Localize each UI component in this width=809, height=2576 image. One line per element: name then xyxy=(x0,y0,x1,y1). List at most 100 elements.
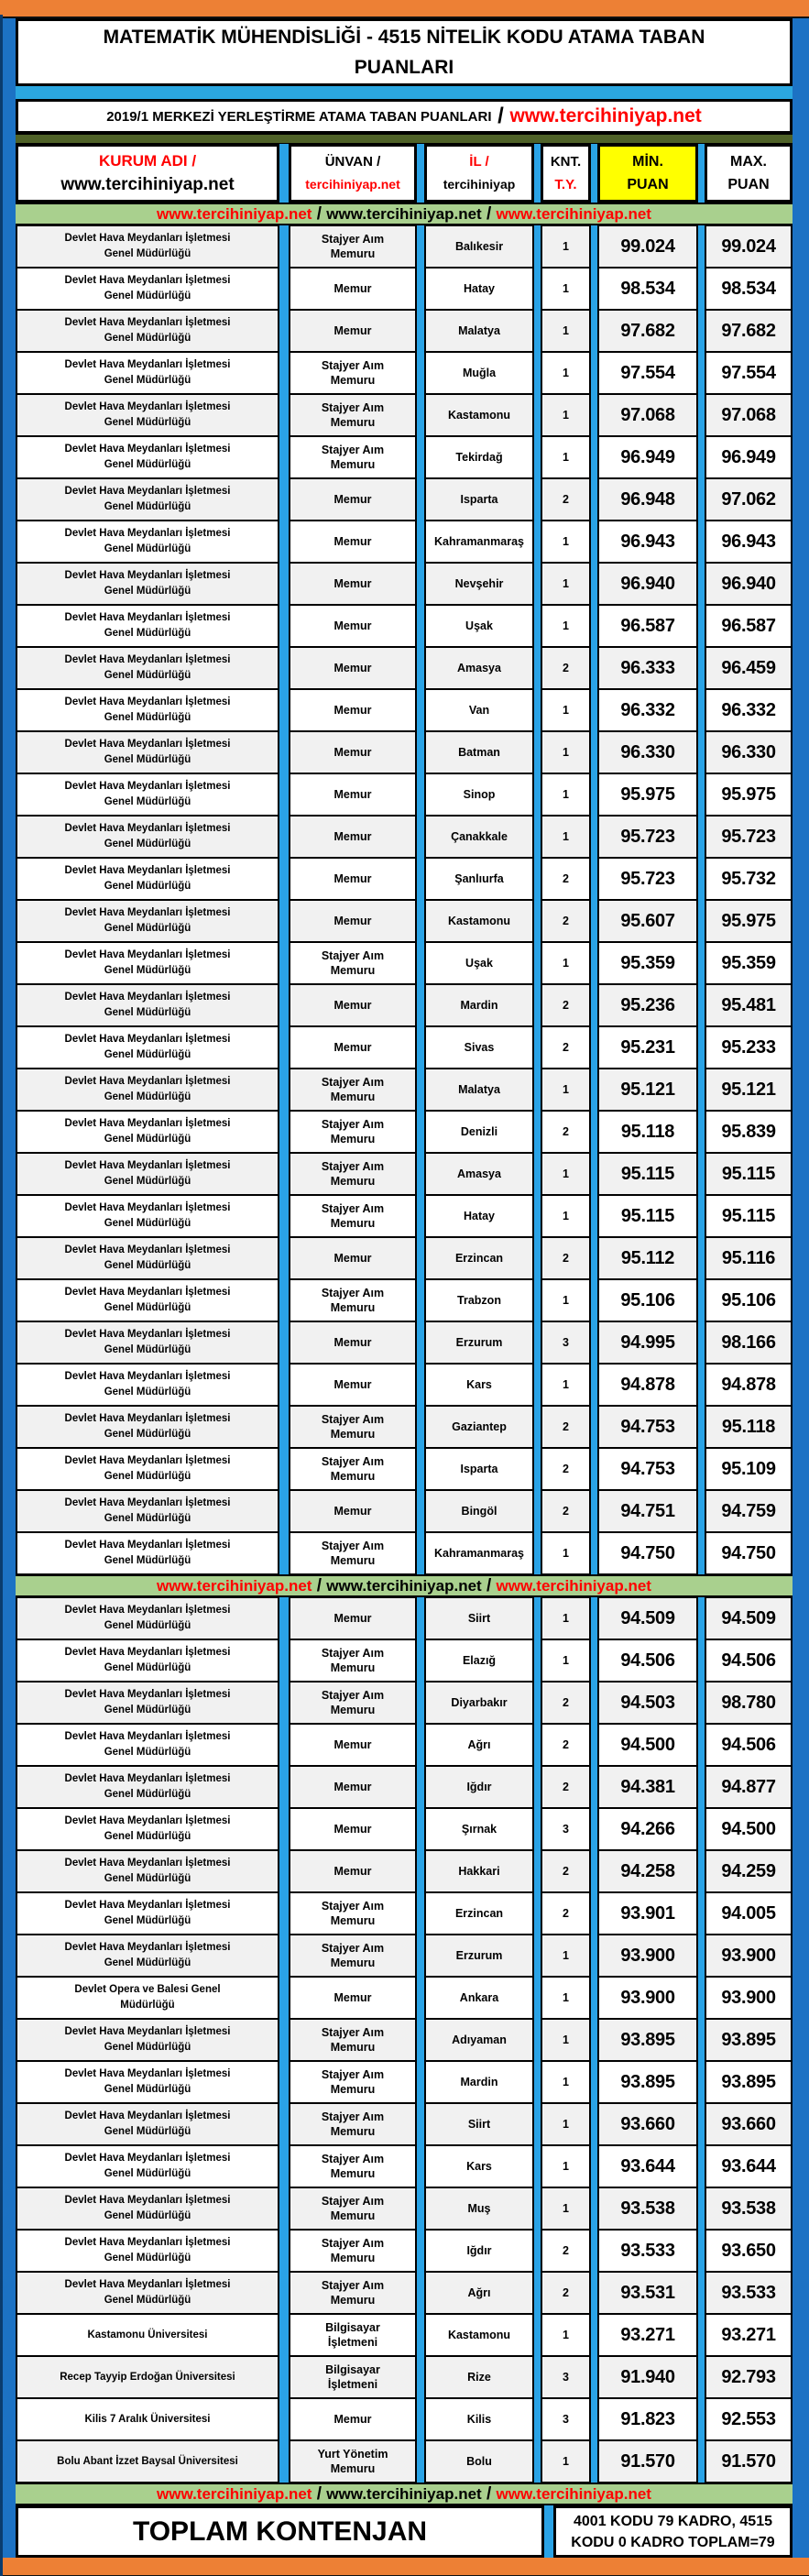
column-gap xyxy=(591,2398,597,2440)
unvan-cell: Stajyer Aım Memuru xyxy=(289,1069,417,1111)
column-gap xyxy=(698,521,705,563)
table-row: Devlet Hava Meydanları İşletmesi Genel Mü… xyxy=(16,647,793,689)
link-url[interactable]: www.tercihiniyap.net xyxy=(496,1576,651,1595)
column-gap xyxy=(591,225,597,268)
column-gap xyxy=(698,2061,705,2103)
min-puan-cell: 97.682 xyxy=(597,310,698,352)
column-gap xyxy=(279,1808,289,1850)
column-gap xyxy=(534,984,541,1026)
link-url[interactable]: www.tercihiniyap.net xyxy=(496,2484,651,2503)
min-puan-cell: 94.500 xyxy=(597,1724,698,1766)
link-url[interactable]: www.tercihiniyap.net xyxy=(157,2484,312,2503)
unvan-cell: Memur xyxy=(289,1237,417,1279)
unvan-cell: Memur xyxy=(289,1321,417,1364)
column-gap xyxy=(698,1195,705,1237)
kurum-cell: Kastamonu Üniversitesi xyxy=(16,2314,279,2356)
kurum-cell: Devlet Hava Meydanları İşletmesi Genel Mü… xyxy=(16,2272,279,2314)
column-gap xyxy=(417,1153,424,1195)
column-gap xyxy=(591,984,597,1026)
column-gap xyxy=(591,1892,597,1935)
max-puan-cell: 93.538 xyxy=(705,2187,793,2230)
column-gap xyxy=(534,2356,541,2398)
min-puan-cell: 96.587 xyxy=(597,605,698,647)
link-url[interactable]: www.tercihiniyap.net xyxy=(326,1576,482,1595)
min-puan-cell: 95.112 xyxy=(597,1237,698,1279)
unvan-cell: Stajyer Aım Memuru xyxy=(289,2145,417,2187)
kurum-cell: Devlet Hava Meydanları İşletmesi Genel Mü… xyxy=(16,731,279,773)
kurum-cell: Devlet Hava Meydanları İşletmesi Genel Mü… xyxy=(16,1682,279,1724)
column-gap xyxy=(279,521,289,563)
kurum-cell: Devlet Hava Meydanları İşletmesi Genel Mü… xyxy=(16,816,279,858)
column-gap xyxy=(698,2145,705,2187)
link-url[interactable]: www.tercihiniyap.net xyxy=(157,1576,312,1595)
column-gap xyxy=(698,1682,705,1724)
kurum-cell: Devlet Hava Meydanları İşletmesi Genel Mü… xyxy=(16,773,279,816)
il-cell: Erzurum xyxy=(424,1935,534,1977)
knt-cell: 3 xyxy=(541,2398,591,2440)
column-gap xyxy=(279,478,289,521)
min-puan-cell: 93.900 xyxy=(597,1935,698,1977)
link-url[interactable]: www.tercihiniyap.net xyxy=(326,204,482,223)
kurum-cell: Devlet Hava Meydanları İşletmesi Genel Mü… xyxy=(16,647,279,689)
column-gap xyxy=(417,1766,424,1808)
column-gap xyxy=(534,731,541,773)
table-row: Devlet Hava Meydanları İşletmesi Genel Mü… xyxy=(16,1766,793,1808)
kurum-cell: Devlet Hava Meydanları İşletmesi Genel Mü… xyxy=(16,689,279,731)
il-cell: Kastamonu xyxy=(424,900,534,942)
max-puan-cell: 94.005 xyxy=(705,1892,793,1935)
knt-cell: 2 xyxy=(541,647,591,689)
table-row: Devlet Hava Meydanları İşletmesi Genel Mü… xyxy=(16,2187,793,2230)
unvan-cell: Memur xyxy=(289,2398,417,2440)
min-puan-cell: 98.534 xyxy=(597,268,698,310)
column-gap xyxy=(591,900,597,942)
column-gap xyxy=(279,394,289,436)
min-puan-cell: 93.538 xyxy=(597,2187,698,2230)
column-gap xyxy=(417,2061,424,2103)
column-gap xyxy=(591,563,597,605)
column-gap xyxy=(591,816,597,858)
column-gap xyxy=(534,858,541,900)
subtitle-slash: / xyxy=(491,104,510,128)
column-gap xyxy=(534,394,541,436)
il-cell: Kastamonu xyxy=(424,2314,534,2356)
column-gap xyxy=(417,1892,424,1935)
knt-cell: 2 xyxy=(541,2272,591,2314)
table-row: Devlet Hava Meydanları İşletmesi Genel Mü… xyxy=(16,1597,793,1639)
header-kurum-link-url[interactable]: www.tercihiniyap.net xyxy=(60,175,235,194)
table-row: Devlet Hava Meydanları İşletmesi Genel Mü… xyxy=(16,1153,793,1195)
kurum-cell: Devlet Hava Meydanları İşletmesi Genel Mü… xyxy=(16,1532,279,1574)
kurum-cell: Devlet Hava Meydanları İşletmesi Genel Mü… xyxy=(16,942,279,984)
column-gap xyxy=(591,2103,597,2145)
subtitle-link-url[interactable]: www.tercihiniyap.net xyxy=(509,105,702,126)
quota-summary-line2: KODU 0 KADRO TOPLAM=79 xyxy=(571,2534,775,2550)
column-gap xyxy=(417,1808,424,1850)
column-gap xyxy=(417,1490,424,1532)
column-gap xyxy=(591,942,597,984)
column-gap xyxy=(591,478,597,521)
max-puan-cell: 99.024 xyxy=(705,225,793,268)
column-gap xyxy=(591,2440,597,2483)
column-gap xyxy=(279,436,289,478)
unvan-cell: Stajyer Aım Memuru xyxy=(289,1682,417,1724)
link-url[interactable]: www.tercihiniyap.net xyxy=(157,204,312,223)
table-row: Devlet Hava Meydanları İşletmesi Genel Mü… xyxy=(16,1935,793,1977)
table-row: Devlet Hava Meydanları İşletmesi Genel Mü… xyxy=(16,1490,793,1532)
slash-separator: / xyxy=(312,1575,327,1595)
column-gap xyxy=(279,942,289,984)
header-unvan-link-url[interactable]: tercihiniyap.net xyxy=(305,177,400,192)
table-row: Devlet Hava Meydanları İşletmesi Genel Mü… xyxy=(16,563,793,605)
unvan-cell: Yurt Yönetim Memuru xyxy=(289,2440,417,2483)
table-row: Devlet Hava Meydanları İşletmesi Genel Mü… xyxy=(16,984,793,1026)
column-gap xyxy=(591,268,597,310)
column-gap xyxy=(279,2356,289,2398)
unvan-cell: Stajyer Aım Memuru xyxy=(289,1639,417,1682)
column-gap xyxy=(544,2505,553,2558)
knt-cell: 1 xyxy=(541,2103,591,2145)
knt-cell: 1 xyxy=(541,352,591,394)
link-url[interactable]: www.tercihiniyap.net xyxy=(326,2484,482,2503)
unvan-cell: Memur xyxy=(289,858,417,900)
column-gap xyxy=(591,731,597,773)
max-puan-cell: 91.570 xyxy=(705,2440,793,2483)
link-url[interactable]: www.tercihiniyap.net xyxy=(496,204,651,223)
column-gap xyxy=(417,310,424,352)
